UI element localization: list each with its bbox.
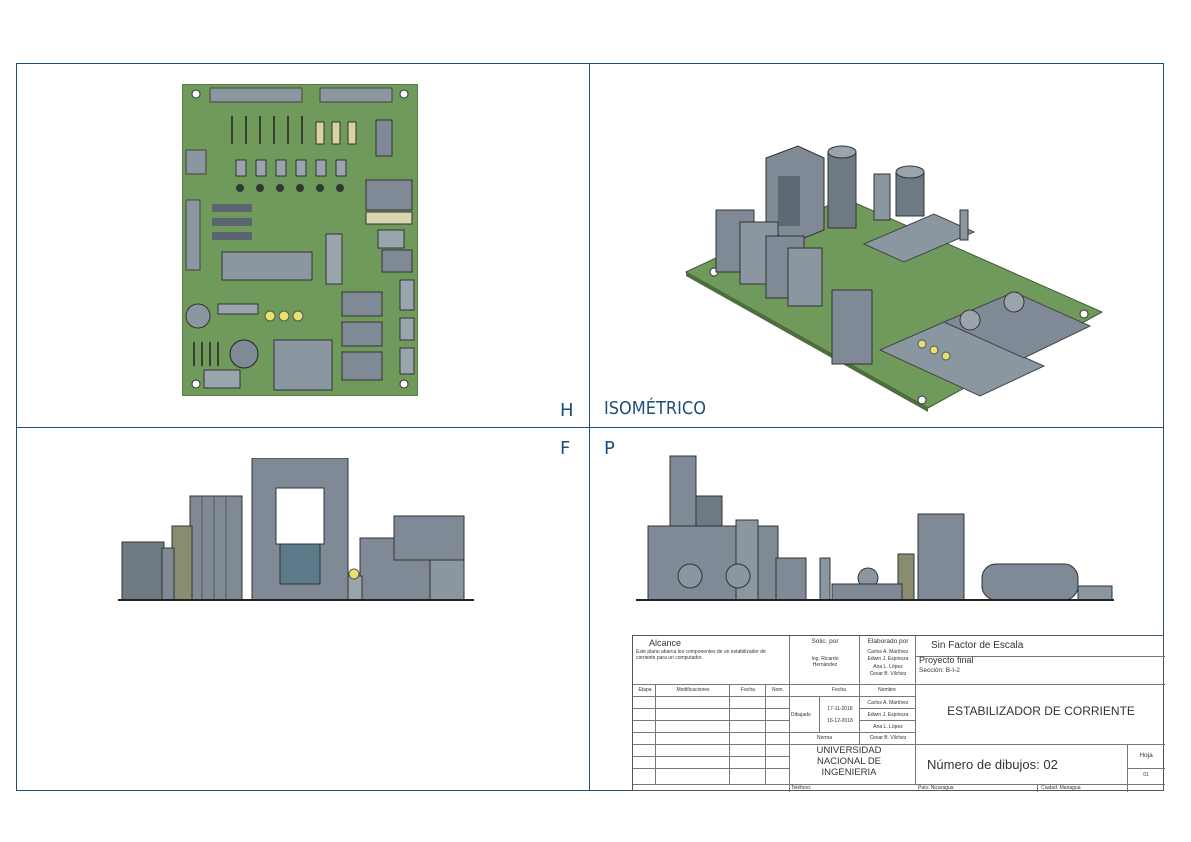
tb-line (789, 732, 915, 733)
norma-label: Norma (817, 735, 833, 741)
elaborado-name-1: Carlos A. Martínez (867, 649, 909, 655)
escala-text: Sin Factor de Escala (931, 640, 1024, 651)
tb-line (789, 636, 790, 792)
numero-dibujos: Número de dibujos: 02 (927, 757, 1058, 772)
hoja-number: 01 (1143, 772, 1149, 778)
tb-line (633, 732, 789, 733)
tb-line (633, 744, 1165, 745)
isometric-view-label: ISOMÉTRICO (604, 398, 706, 419)
alcance-label: Alcance (649, 638, 682, 648)
tb-line (859, 720, 915, 721)
telefono-text: Teléfono: (791, 785, 812, 791)
front-view-drawing (118, 458, 474, 601)
tb-line (765, 684, 766, 784)
hoja-label: Hoja (1139, 752, 1153, 759)
dibujado-label: Dibujado (791, 712, 811, 718)
date-2: 16-12-2018 (827, 718, 853, 724)
tb-line (859, 636, 860, 744)
drawing-title: ESTABILIZADOR DE CORRIENTE (947, 704, 1135, 718)
nombre-4: Cesar B. Vilchez (869, 735, 907, 741)
ciudad-text: Ciudad: Managua (1041, 785, 1081, 791)
elaborado-label: Elaborado por (867, 638, 909, 645)
pais-text: País: Nicaragua (918, 785, 954, 791)
title-block: Alcance Este plano abarca los componente… (632, 635, 1165, 792)
header-fecha: Fecha (741, 687, 755, 693)
tb-line (1037, 784, 1038, 792)
seccion-text: Sección: B-I-2 (919, 667, 960, 674)
header-modificaciones: Modificaciones (676, 687, 710, 693)
nombre-1: Carlos A. Martínez (867, 700, 909, 706)
tb-line (633, 720, 789, 721)
header-nom: Nom. (772, 687, 784, 693)
proyecto-text: Proyecto final (919, 655, 974, 665)
tb-line (633, 708, 789, 709)
tb-line (633, 684, 1165, 685)
solic-name: Ing. Ricardo Hernández (811, 656, 839, 668)
tb-line (1127, 768, 1165, 769)
nombre-3: Ana L. López (873, 724, 903, 730)
header-fecha-2: Fecha (832, 687, 846, 693)
top-view-drawing (182, 84, 418, 396)
tb-line (633, 696, 915, 697)
alcance-text: Este plano abarca los componentes de un … (636, 649, 766, 661)
tb-line (655, 684, 656, 784)
solic-label: Solic. por (811, 638, 839, 645)
universidad-text: UNIVERSIDAD NACIONAL DE INGENIERIA (816, 745, 882, 778)
tb-line (859, 708, 915, 709)
side-view-drawing (636, 455, 1114, 601)
nombre-2: Edwin J. Espinoza (867, 712, 909, 718)
elaborado-name-2: Edwin J. Espinoza (867, 656, 909, 662)
top-view-label: H (560, 400, 574, 421)
date-1: 17-11-2018 (827, 706, 853, 712)
tb-line (633, 768, 789, 769)
front-view-label: F (560, 438, 571, 459)
elaborado-name-4: Cesar B. Vilchez (869, 671, 907, 677)
tb-line (729, 684, 730, 784)
elaborado-name-3: Ana L. López (873, 664, 903, 670)
isometric-view-drawing (684, 145, 1104, 412)
frame-horizontal-divider (16, 427, 1164, 428)
header-nombre: Nombre (878, 687, 896, 693)
tb-line (819, 696, 820, 732)
tb-line (915, 656, 1165, 657)
tb-line (915, 636, 916, 784)
tb-line (633, 756, 789, 757)
side-view-label: P (604, 438, 615, 459)
header-etapa: Etapa (638, 687, 652, 693)
tb-line (633, 784, 1165, 785)
